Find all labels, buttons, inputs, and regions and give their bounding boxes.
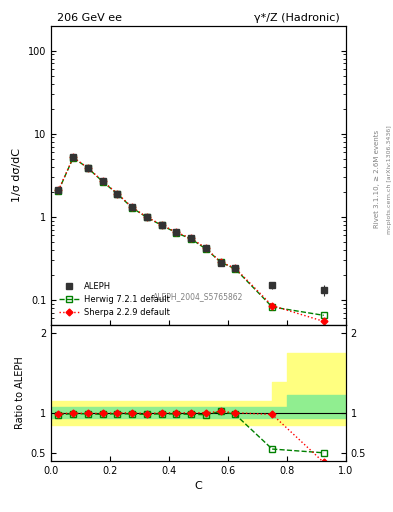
Text: mcplots.cern.ch [arXiv:1306.3436]: mcplots.cern.ch [arXiv:1306.3436] xyxy=(387,125,391,233)
Text: γ*/Z (Hadronic): γ*/Z (Hadronic) xyxy=(254,13,340,23)
Y-axis label: Ratio to ALEPH: Ratio to ALEPH xyxy=(15,356,25,429)
X-axis label: C: C xyxy=(195,481,202,491)
Text: 206 GeV ee: 206 GeV ee xyxy=(57,13,122,23)
Text: ALEPH_2004_S5765862: ALEPH_2004_S5765862 xyxy=(153,292,244,301)
Text: Rivet 3.1.10, ≥ 2.6M events: Rivet 3.1.10, ≥ 2.6M events xyxy=(374,130,380,228)
Y-axis label: 1/σ dσ/dC: 1/σ dσ/dC xyxy=(12,148,22,202)
Legend: ALEPH, Herwig 7.2.1 default, Sherpa 2.2.9 default: ALEPH, Herwig 7.2.1 default, Sherpa 2.2.… xyxy=(55,279,173,321)
